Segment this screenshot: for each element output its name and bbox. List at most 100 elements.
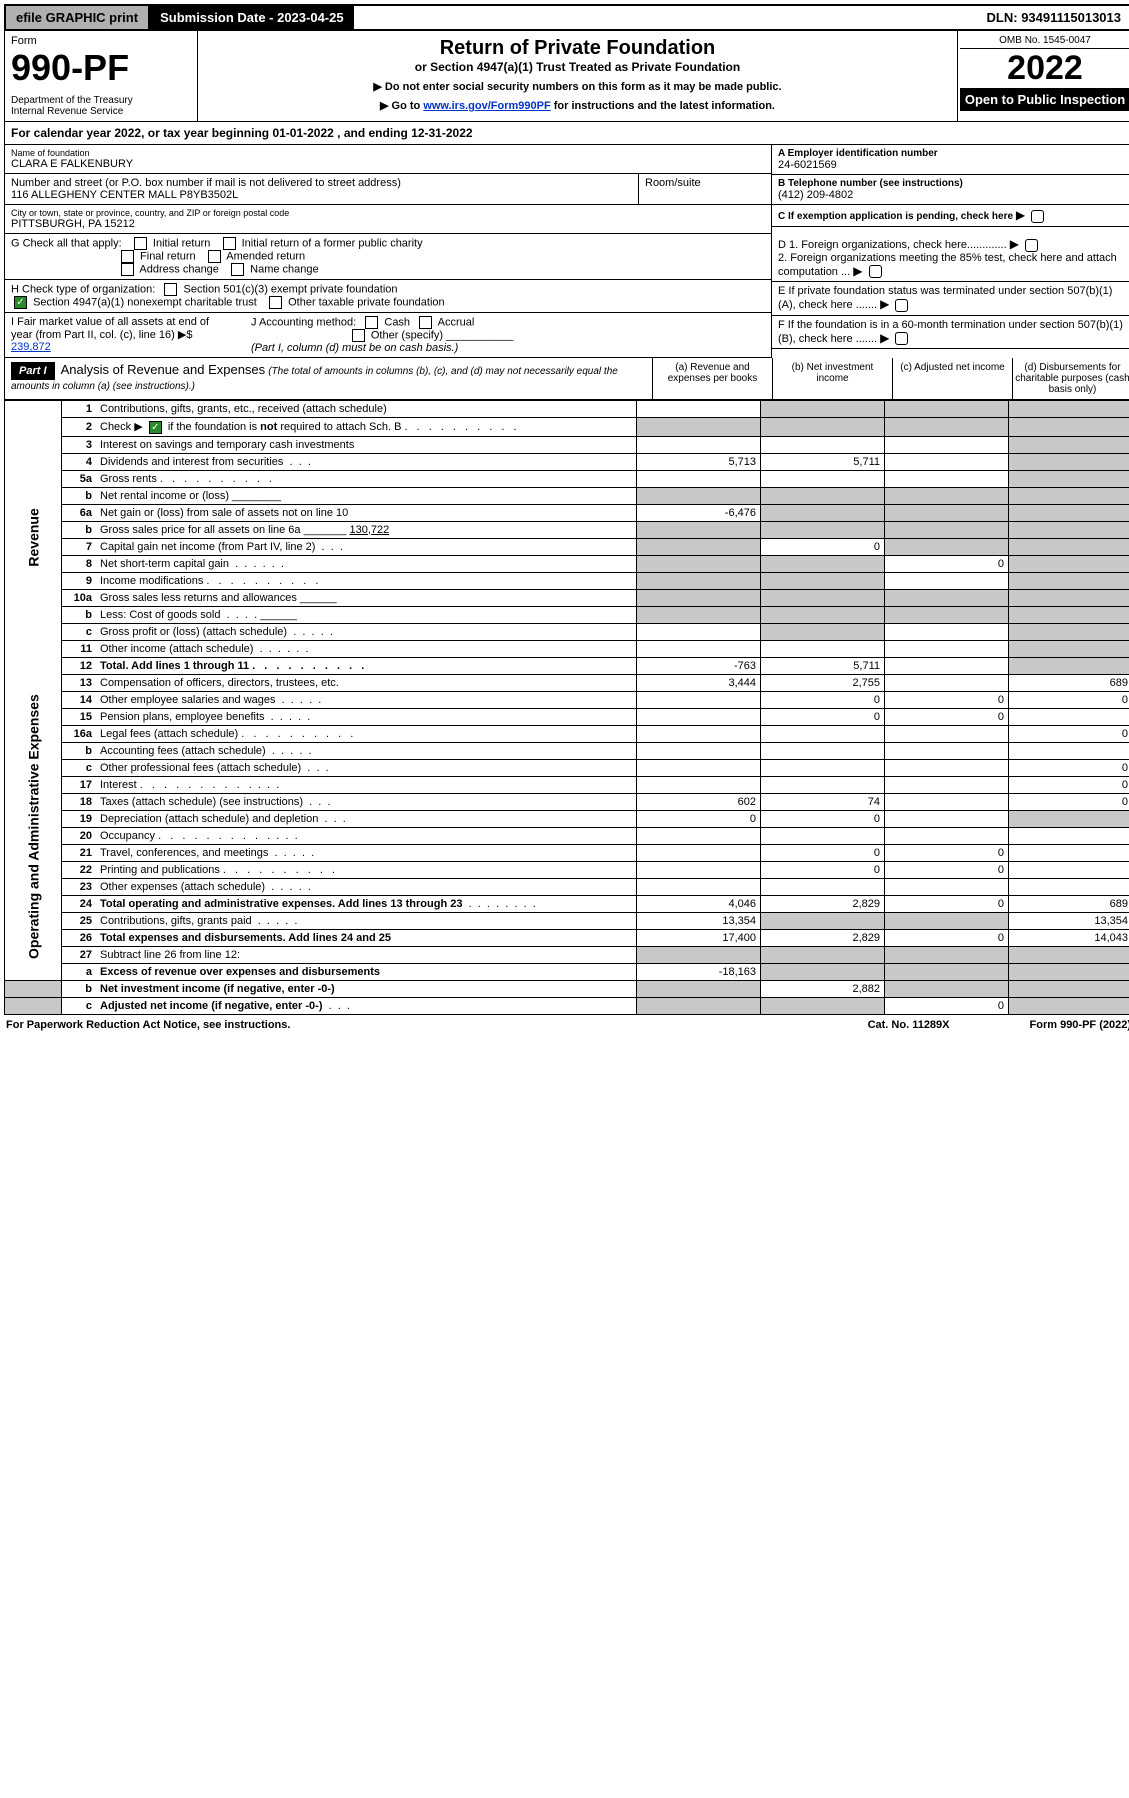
f-checkbox[interactable] — [895, 332, 908, 345]
schb-checkbox[interactable]: ✓ — [149, 421, 162, 434]
address: 116 ALLEGHENY CENTER MALL P8YB3502L — [11, 189, 632, 201]
i-value[interactable]: 239,872 — [11, 341, 51, 353]
l4-b: 5,711 — [761, 453, 885, 470]
line-25: Contributions, gifts, grants paid . . . … — [96, 912, 637, 929]
l6a-a: -6,476 — [637, 504, 761, 521]
e-label: E If private foundation status was termi… — [778, 285, 1112, 311]
line-10a: Gross sales less returns and allowances … — [96, 589, 637, 606]
expenses-side-label: Operating and Administrative Expenses — [5, 674, 62, 980]
h1-checkbox[interactable] — [164, 283, 177, 296]
line-6b: Gross sales price for all assets on line… — [96, 521, 637, 538]
l18-b: 74 — [761, 793, 885, 810]
h3-checkbox[interactable] — [269, 296, 282, 309]
g6-checkbox[interactable] — [231, 263, 244, 276]
line-16b: Accounting fees (attach schedule) . . . … — [96, 742, 637, 759]
l19-b: 0 — [761, 810, 885, 827]
j3-checkbox[interactable] — [352, 329, 365, 342]
col-a-header: (a) Revenue and expenses per books — [652, 358, 772, 399]
line-7: Capital gain net income (from Part IV, l… — [96, 538, 637, 555]
line-21: Travel, conferences, and meetings . . . … — [96, 844, 637, 861]
g3-checkbox[interactable] — [121, 250, 134, 263]
j1-checkbox[interactable] — [365, 316, 378, 329]
g1-label: Initial return — [153, 237, 210, 249]
line-27c: Adjusted net income (if negative, enter … — [96, 997, 637, 1014]
l8-c: 0 — [885, 555, 1009, 572]
l16a-d: 0 — [1009, 725, 1129, 742]
city-label: City or town, state or province, country… — [11, 208, 765, 218]
part1-title: Analysis of Revenue and Expenses — [61, 362, 266, 377]
j2-label: Accrual — [438, 316, 475, 328]
line-1: Contributions, gifts, grants, etc., rece… — [96, 401, 637, 418]
line-16a: Legal fees (attach schedule) — [96, 725, 637, 742]
g2-checkbox[interactable] — [223, 237, 236, 250]
line-4: Dividends and interest from securities .… — [96, 453, 637, 470]
line-19: Depreciation (attach schedule) and deple… — [96, 810, 637, 827]
line-5b: Net rental income or (loss) ________ — [96, 487, 637, 504]
line-22: Printing and publications — [96, 861, 637, 878]
line-5a: Gross rents — [96, 470, 637, 487]
form-label: Form — [11, 35, 191, 47]
part1-label: Part I — [11, 362, 55, 380]
h3-label: Other taxable private foundation — [288, 296, 445, 308]
l17-d: 0 — [1009, 776, 1129, 793]
l14-d: 0 — [1009, 691, 1129, 708]
l13-d: 689 — [1009, 674, 1129, 691]
c-checkbox[interactable] — [1031, 210, 1044, 223]
l27a-a: -18,163 — [637, 963, 761, 980]
efile-print-button[interactable]: efile GRAPHIC print — [6, 6, 150, 29]
l26-a: 17,400 — [637, 929, 761, 946]
cat-no: Cat. No. 11289X — [868, 1019, 950, 1031]
j2-checkbox[interactable] — [419, 316, 432, 329]
l7-b: 0 — [761, 538, 885, 555]
l24-d: 689 — [1009, 895, 1129, 912]
line-27b: Net investment income (if negative, ente… — [96, 980, 637, 997]
l12-a: -763 — [637, 657, 761, 674]
line-26: Total expenses and disbursements. Add li… — [96, 929, 637, 946]
form-title: Return of Private Foundation — [206, 37, 949, 60]
l24-b: 2,829 — [761, 895, 885, 912]
section-g-to-j: G Check all that apply: Initial return I… — [4, 234, 1129, 358]
l26-b: 2,829 — [761, 929, 885, 946]
city: PITTSBURGH, PA 15212 — [11, 218, 765, 230]
j3-label: Other (specify) — [371, 329, 443, 341]
g3-label: Final return — [140, 250, 196, 262]
entity-info: Name of foundation CLARA E FALKENBURY Nu… — [4, 145, 1129, 234]
l14-b: 0 — [761, 691, 885, 708]
d2-label: 2. Foreign organizations meeting the 85%… — [778, 252, 1117, 278]
g1-checkbox[interactable] — [134, 237, 147, 250]
j-note: (Part I, column (d) must be on cash basi… — [251, 342, 458, 354]
g5-checkbox[interactable] — [121, 263, 134, 276]
line-27a: Excess of revenue over expenses and disb… — [96, 963, 637, 980]
h-label: H Check type of organization: — [11, 283, 155, 295]
line-6a: Net gain or (loss) from sale of assets n… — [96, 504, 637, 521]
e-checkbox[interactable] — [895, 299, 908, 312]
g4-checkbox[interactable] — [208, 250, 221, 263]
d2-checkbox[interactable] — [869, 265, 882, 278]
l18-a: 602 — [637, 793, 761, 810]
l21-b: 0 — [761, 844, 885, 861]
line-27: Subtract line 26 from line 12: — [96, 946, 637, 963]
l25-a: 13,354 — [637, 912, 761, 929]
h2-checkbox[interactable]: ✓ — [14, 296, 27, 309]
l13-a: 3,444 — [637, 674, 761, 691]
phone: (412) 209-4802 — [778, 189, 1126, 201]
l25-d: 13,354 — [1009, 912, 1129, 929]
form-ref: Form 990-PF (2022) — [1030, 1019, 1129, 1031]
line-2: Check ▶ ✓ if the foundation is not requi… — [96, 418, 637, 437]
instructions-link[interactable]: www.irs.gov/Form990PF — [423, 100, 550, 112]
ein-label: A Employer identification number — [778, 148, 1126, 159]
i-label: I Fair market value of all assets at end… — [11, 316, 209, 341]
note-prefix: ▶ Go to — [380, 100, 423, 112]
tax-year: 2022 — [960, 49, 1129, 88]
line-17: Interest . . . — [96, 776, 637, 793]
omb-number: OMB No. 1545-0047 — [960, 33, 1129, 49]
l22-b: 0 — [761, 861, 885, 878]
l26-c: 0 — [885, 929, 1009, 946]
l21-c: 0 — [885, 844, 1009, 861]
line-11: Other income (attach schedule) . . . . .… — [96, 640, 637, 657]
line-12: Total. Add lines 1 through 11 — [96, 657, 637, 674]
l19-a: 0 — [637, 810, 761, 827]
d1-checkbox[interactable] — [1025, 239, 1038, 252]
foundation-name: CLARA E FALKENBURY — [11, 158, 765, 170]
paperwork-notice: For Paperwork Reduction Act Notice, see … — [6, 1019, 290, 1031]
